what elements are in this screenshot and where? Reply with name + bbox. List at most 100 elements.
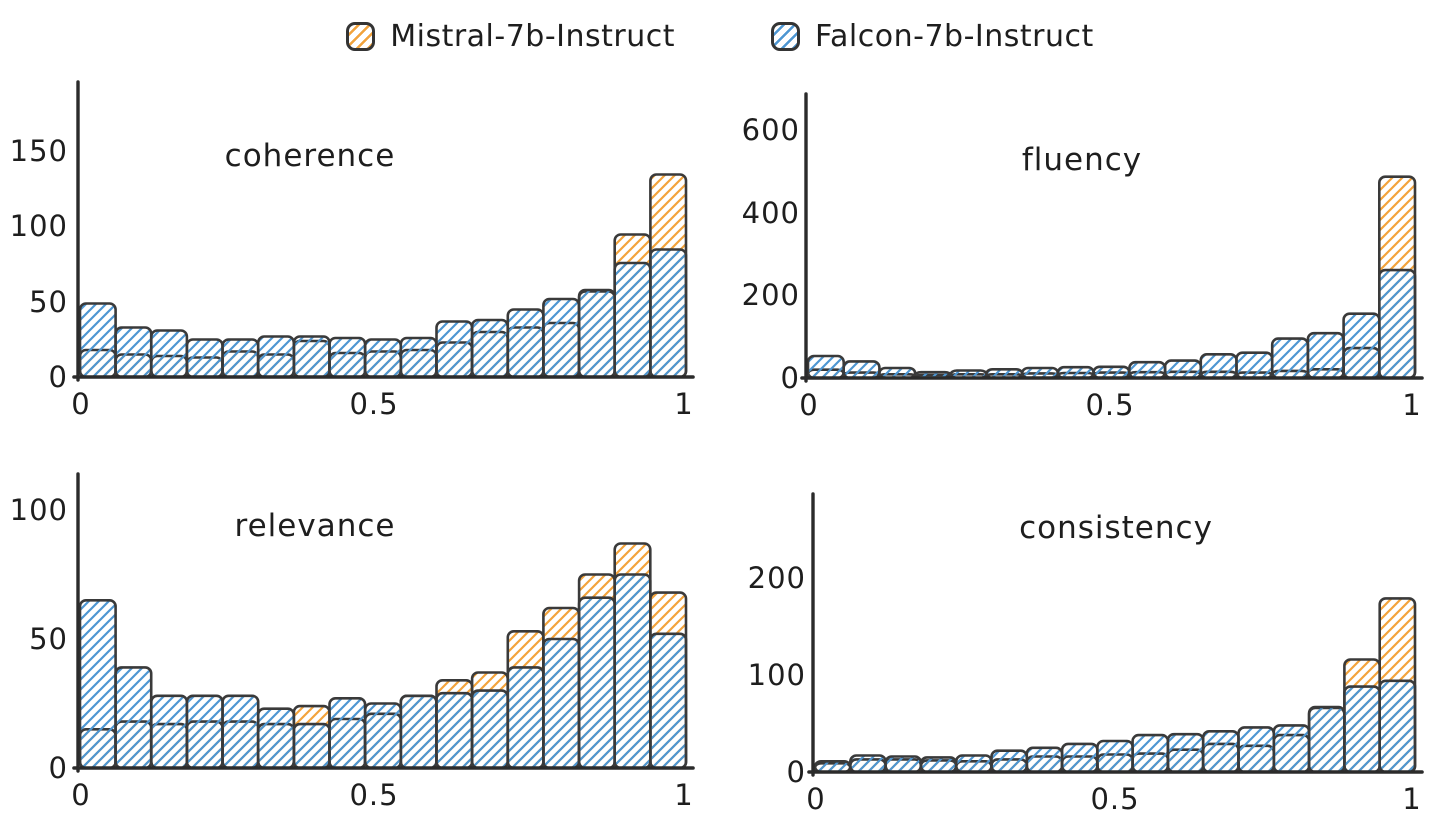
histogram-bar <box>292 722 331 770</box>
histogram-bar <box>256 707 296 770</box>
y-tick-label: 0 <box>787 755 806 789</box>
histogram-bar <box>506 666 545 770</box>
relevance-histogram: 0 50 100 0 0.5 1 relevance <box>0 440 720 839</box>
legend-item-falcon: Falcon-7b-Instruct <box>771 19 1094 54</box>
histogram-bar <box>256 335 296 379</box>
x-tick-label: 0.5 <box>349 778 398 812</box>
histogram-bar <box>1201 729 1240 774</box>
histogram-bar <box>221 694 260 770</box>
histogram-bar <box>1343 685 1382 774</box>
y-tick-label: 0 <box>49 751 68 785</box>
relevance-plot-canvas: 0 50 100 0 0.5 1 relevance <box>10 472 695 812</box>
plot-title: fluency <box>1022 142 1142 178</box>
histogram-bar <box>577 596 616 770</box>
coherence-plot-canvas: 0 50 100 150 0 0.5 1 coherence <box>10 80 695 421</box>
consistency-plot-canvas: 0 100 200 0 0.5 1 consistency <box>748 492 1424 816</box>
coherence-histogram: 0 50 100 150 0 0.5 1 coherence <box>0 70 720 435</box>
histogram-bar <box>649 632 688 770</box>
histogram-bar <box>649 248 688 379</box>
histogram-bar <box>1378 679 1417 774</box>
bars-falcon <box>806 268 1417 380</box>
histogram-bar <box>542 297 581 379</box>
plot-title: coherence <box>225 138 396 174</box>
consistency-histogram: 0 100 200 0 0.5 1 consistency <box>720 440 1440 839</box>
histogram-bar <box>399 694 438 770</box>
histogram-bar <box>849 754 887 774</box>
y-tick-label: 50 <box>29 622 68 656</box>
histogram-bar <box>842 360 881 380</box>
histogram-bar <box>185 694 224 770</box>
legend-label-falcon: Falcon-7b-Instruct <box>815 18 1094 54</box>
plot-title: consistency <box>1019 510 1213 546</box>
histogram-bar <box>506 308 545 379</box>
histogram-bar <box>884 755 923 774</box>
histogram-bar <box>1237 726 1276 774</box>
histogram-bar <box>328 336 367 379</box>
histogram-bar <box>1272 724 1311 774</box>
histogram-bar <box>185 338 224 379</box>
bars-falcon <box>813 679 1417 774</box>
legend-item-mistral: Mistral-7b-Instruct <box>346 19 675 54</box>
histogram-bar <box>1270 337 1310 380</box>
histogram-bar <box>363 338 403 379</box>
y-tick-label: 0 <box>781 361 800 395</box>
bars-falcon <box>78 248 688 379</box>
plot-title: relevance <box>235 508 396 544</box>
fluency-plot-canvas: 0 200 400 600 0 0.5 1 fluency <box>742 92 1424 422</box>
histogram-bar <box>150 694 189 770</box>
histogram-bar <box>613 261 652 379</box>
histogram-bar <box>919 756 958 774</box>
falcon-hatch-swatch-icon <box>771 21 801 51</box>
y-tick-label: 100 <box>748 658 806 692</box>
histogram-bar <box>1163 359 1203 380</box>
histogram-bar <box>221 338 260 379</box>
histogram-bar <box>470 689 510 770</box>
y-tick-label: 0 <box>49 360 68 394</box>
mistral-hatch-swatch-icon <box>346 21 376 51</box>
x-tick-label: 0.5 <box>349 387 398 421</box>
histogram-bar <box>78 302 117 379</box>
x-tick-label: 1 <box>674 778 693 812</box>
y-tick-label: 400 <box>742 196 800 230</box>
histogram-bar <box>1096 739 1134 774</box>
histogram-bar <box>1060 742 1099 774</box>
histogram-bar <box>806 354 846 380</box>
histogram-bar <box>292 335 331 379</box>
histogram-bar <box>150 329 189 379</box>
y-tick-label: 200 <box>748 561 806 595</box>
histogram-bar <box>114 666 153 770</box>
x-tick-label: 0 <box>806 782 825 816</box>
histogram-bar <box>114 326 153 379</box>
y-tick-label: 600 <box>742 113 800 147</box>
x-tick-label: 0 <box>799 388 818 422</box>
histogram-bar <box>1199 352 1238 380</box>
histogram-bar <box>1342 312 1381 380</box>
histogram-bar <box>363 702 403 770</box>
fluency-histogram: 0 200 400 600 0 0.5 1 fluency <box>720 70 1440 435</box>
x-tick-label: 1 <box>1402 388 1421 422</box>
x-tick-label: 0 <box>71 387 90 421</box>
y-tick-label: 100 <box>10 209 68 243</box>
histogram-bar <box>78 599 117 770</box>
x-tick-label: 1 <box>674 387 693 421</box>
histogram-bar <box>1128 360 1167 380</box>
histogram-bar <box>399 336 438 379</box>
x-tick-label: 0.5 <box>1085 388 1134 422</box>
histogram-bar <box>328 696 367 770</box>
y-tick-label: 150 <box>10 134 68 168</box>
y-tick-label: 200 <box>742 278 800 312</box>
histogram-bar <box>435 320 474 379</box>
legend-label-mistral: Mistral-7b-Instruct <box>390 18 676 54</box>
legend: Mistral-7b-Instruct Falcon-7b-Instruct <box>0 12 1440 60</box>
y-tick-label: 50 <box>29 285 68 319</box>
histogram-bar <box>1166 732 1205 774</box>
histogram-bar <box>613 573 652 770</box>
bars-falcon <box>78 573 688 770</box>
x-tick-label: 0.5 <box>1090 782 1139 816</box>
histogram-bar <box>1235 351 1274 380</box>
histogram-bar <box>1131 733 1170 774</box>
histogram-bar <box>1307 705 1346 774</box>
histogram-bar <box>435 691 474 770</box>
histogram-bar <box>1025 746 1064 774</box>
